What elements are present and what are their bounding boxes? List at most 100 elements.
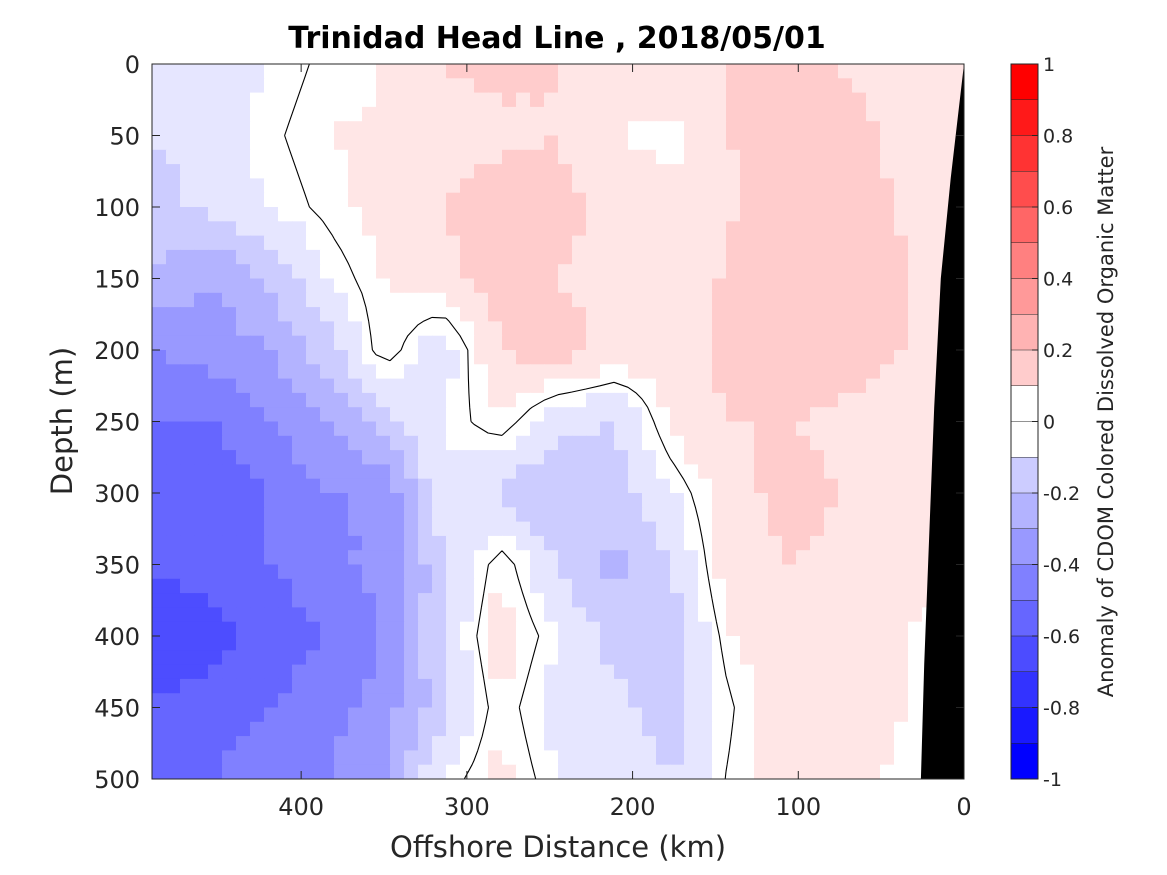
heatmap-cell bbox=[782, 78, 797, 94]
heatmap-cell bbox=[362, 707, 377, 723]
heatmap-cell bbox=[880, 478, 895, 494]
heatmap-cell bbox=[166, 707, 181, 723]
heatmap-cell bbox=[194, 607, 209, 623]
heatmap-cell bbox=[586, 593, 601, 608]
heatmap-cell bbox=[544, 464, 559, 480]
heatmap-cell bbox=[796, 192, 811, 208]
heatmap-cell bbox=[530, 664, 545, 680]
heatmap-cell bbox=[712, 207, 727, 222]
heatmap-cell bbox=[152, 192, 167, 208]
heatmap-cell bbox=[838, 407, 853, 423]
heatmap-cell bbox=[376, 721, 391, 737]
heatmap-cell bbox=[726, 678, 741, 694]
heatmap-cell bbox=[544, 321, 559, 337]
heatmap-cell bbox=[306, 364, 321, 380]
heatmap-cell bbox=[292, 335, 307, 351]
heatmap-cell bbox=[264, 335, 279, 351]
heatmap-cell bbox=[544, 407, 559, 423]
heatmap-cell bbox=[418, 764, 433, 779]
heatmap-cell bbox=[796, 335, 811, 351]
heatmap-cell bbox=[222, 736, 237, 751]
heatmap-cell bbox=[516, 521, 531, 537]
heatmap-cell bbox=[404, 135, 419, 151]
heatmap-cell bbox=[390, 636, 405, 651]
heatmap-cell bbox=[446, 521, 461, 537]
heatmap-cell bbox=[754, 693, 769, 709]
heatmap-cell bbox=[558, 335, 573, 351]
heatmap-cell bbox=[572, 564, 587, 580]
heatmap-cell bbox=[320, 121, 335, 137]
heatmap-cell bbox=[460, 650, 475, 666]
heatmap-cell bbox=[852, 64, 867, 79]
heatmap-cell bbox=[782, 164, 797, 179]
heatmap-cell bbox=[278, 521, 293, 537]
heatmap-cell bbox=[670, 636, 685, 651]
heatmap-cell bbox=[502, 535, 517, 551]
heatmap-cell bbox=[376, 407, 391, 423]
heatmap-cell bbox=[334, 693, 349, 709]
heatmap-cell bbox=[194, 321, 209, 337]
heatmap-cell bbox=[334, 221, 349, 237]
heatmap-cell bbox=[614, 164, 629, 179]
heatmap-cell bbox=[446, 106, 461, 122]
heatmap-cell bbox=[824, 164, 839, 179]
heatmap-cell bbox=[180, 321, 195, 337]
heatmap-cell bbox=[684, 721, 699, 737]
heatmap-cell bbox=[432, 493, 447, 508]
heatmap-cell bbox=[432, 378, 447, 394]
heatmap-cell bbox=[796, 450, 811, 465]
heatmap-cell bbox=[516, 607, 531, 623]
heatmap-cell bbox=[684, 750, 699, 766]
heatmap-cell bbox=[558, 407, 573, 423]
heatmap-cell bbox=[488, 750, 503, 766]
heatmap-cell bbox=[278, 593, 293, 608]
heatmap-cell bbox=[754, 707, 769, 723]
heatmap-cell bbox=[642, 764, 657, 779]
heatmap-cell bbox=[572, 421, 587, 437]
heatmap-cell bbox=[754, 578, 769, 594]
heatmap-cell bbox=[600, 364, 615, 380]
heatmap-cell bbox=[390, 521, 405, 537]
heatmap-cell bbox=[684, 478, 699, 494]
heatmap-cell bbox=[754, 421, 769, 437]
heatmap-cell bbox=[432, 521, 447, 537]
heatmap-cell bbox=[208, 707, 223, 723]
heatmap-cell bbox=[278, 721, 293, 737]
heatmap-cell bbox=[250, 507, 265, 523]
heatmap-cell bbox=[460, 307, 475, 322]
heatmap-cell bbox=[866, 392, 881, 408]
heatmap-cell bbox=[502, 392, 517, 408]
heatmap-cell bbox=[586, 307, 601, 322]
heatmap-cell bbox=[460, 135, 475, 151]
heatmap-cell bbox=[656, 350, 671, 365]
heatmap-cell bbox=[894, 693, 909, 709]
heatmap-cell bbox=[376, 421, 391, 437]
heatmap-cell bbox=[390, 164, 405, 179]
heatmap-cell bbox=[474, 121, 489, 137]
heatmap-cell bbox=[488, 292, 503, 308]
heatmap-cell bbox=[754, 278, 769, 294]
heatmap-cell bbox=[768, 693, 783, 709]
heatmap-cell bbox=[754, 450, 769, 465]
heatmap-cell bbox=[698, 135, 713, 151]
heatmap-cell bbox=[824, 407, 839, 423]
heatmap-cell bbox=[740, 264, 755, 280]
heatmap-cell bbox=[894, 636, 909, 651]
heatmap-cell bbox=[908, 621, 923, 637]
heatmap-cell bbox=[306, 650, 321, 666]
heatmap-cell bbox=[726, 607, 741, 623]
heatmap-cell bbox=[656, 92, 671, 108]
heatmap-cell bbox=[586, 521, 601, 537]
heatmap-cell bbox=[306, 550, 321, 566]
heatmap-cell bbox=[782, 693, 797, 709]
heatmap-cell bbox=[768, 464, 783, 480]
heatmap-cell bbox=[320, 707, 335, 723]
heatmap-cell bbox=[180, 650, 195, 666]
heatmap-cell bbox=[474, 478, 489, 494]
heatmap-cell bbox=[502, 764, 517, 779]
heatmap-cell bbox=[880, 350, 895, 365]
heatmap-cell bbox=[432, 578, 447, 594]
heatmap-cell bbox=[278, 221, 293, 237]
heatmap-cell bbox=[362, 264, 377, 280]
heatmap-cell bbox=[600, 249, 615, 265]
